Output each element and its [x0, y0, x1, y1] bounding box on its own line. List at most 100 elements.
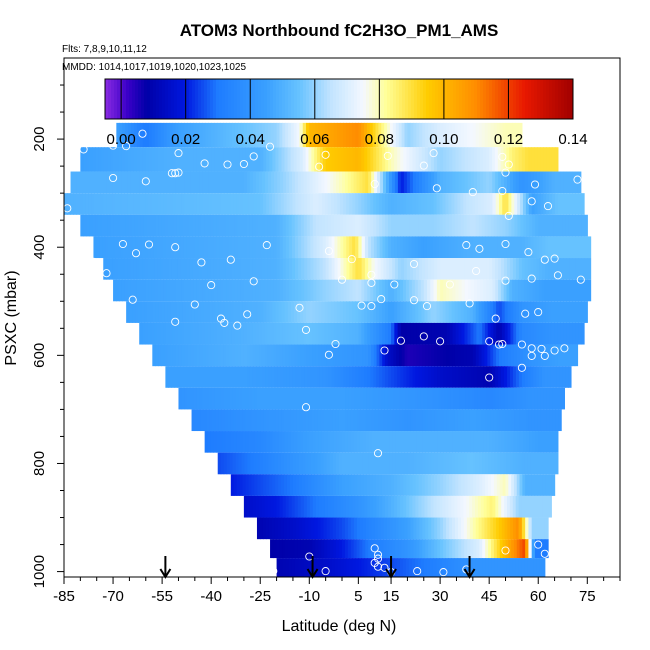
heatmap-cell-L18 — [292, 517, 297, 540]
heatmap-cell-L0 — [336, 122, 341, 148]
heatmap-cell-L7 — [402, 279, 407, 302]
observation-point — [501, 239, 510, 249]
heatmap-cell-L13 — [275, 409, 280, 432]
heatmap-cell-L1 — [512, 147, 516, 172]
heatmap-cell-L6 — [325, 258, 330, 280]
heatmap-cell-L7 — [509, 279, 513, 302]
observation-point — [501, 276, 510, 285]
heatmap-cell-L3 — [578, 193, 582, 215]
heatmap-cell-L18 — [528, 517, 533, 540]
heatmap-cell-L12 — [402, 387, 407, 410]
heatmap-cell-L0 — [309, 122, 313, 148]
heatmap-cell-L15 — [466, 452, 471, 475]
heatmap-cell-L20 — [334, 558, 339, 577]
observation-point — [324, 350, 333, 359]
heatmap-cell-L6 — [198, 258, 203, 280]
heatmap-cell-L4 — [146, 214, 151, 237]
heatmap-cell-L15 — [253, 452, 258, 475]
heatmap-cell-L13 — [546, 409, 550, 432]
heatmap-cell-L5 — [405, 236, 410, 259]
heatmap-cell-L11 — [556, 366, 560, 388]
heatmap-cell-L9 — [169, 322, 173, 345]
heatmap-cell-L18 — [484, 517, 488, 540]
heatmap-cell-L10 — [240, 344, 245, 367]
heatmap-cell-L12 — [489, 387, 493, 410]
heatmap-cell-L11 — [271, 366, 275, 388]
heatmap-cell-L5 — [463, 236, 468, 259]
heatmap-cell-L6 — [434, 258, 438, 280]
heatmap-cell-L10 — [513, 344, 518, 367]
heatmap-cell-L13 — [404, 409, 409, 432]
observation-point — [174, 149, 183, 158]
heatmap-cell-L2 — [142, 171, 146, 194]
colorbar-block — [444, 79, 448, 119]
heatmap-cell-L8 — [176, 301, 181, 323]
heatmap-cell-L13 — [266, 409, 270, 432]
observation-point — [504, 160, 513, 169]
observation-point — [468, 188, 477, 197]
heatmap-cell-L17 — [297, 495, 302, 518]
heatmap-cell-L10 — [475, 344, 480, 367]
colorbar-block — [330, 79, 334, 119]
colorbar-block — [261, 79, 265, 119]
heatmap-cell-L7 — [226, 279, 230, 302]
heatmap-cell-L1 — [239, 147, 243, 172]
heatmap-cell-L4 — [285, 214, 290, 237]
heatmap-cell-L5 — [423, 236, 428, 259]
heatmap-cell-L4 — [448, 214, 453, 237]
heatmap-cell-L6 — [222, 258, 227, 280]
heatmap-cell-L14 — [236, 431, 241, 453]
heatmap-cell-L18 — [283, 517, 288, 540]
colorbar-block — [321, 79, 325, 119]
heatmap-cell-L7 — [532, 279, 537, 302]
heatmap-cell-L7 — [319, 279, 324, 302]
heatmap-cell-L5 — [485, 236, 489, 259]
observation-point — [485, 337, 494, 346]
heatmap-cell-L2 — [289, 171, 293, 194]
heatmap-cell-L15 — [380, 452, 385, 475]
heatmap-cell-L9 — [527, 322, 532, 345]
heatmap-cell-L9 — [255, 322, 260, 345]
heatmap-cell-L1 — [376, 147, 380, 172]
heatmap-cell-L11 — [446, 366, 450, 388]
heatmap-cell-L20 — [497, 558, 502, 577]
heatmap-cell-L9 — [267, 322, 272, 345]
heatmap-cell-L11 — [252, 366, 257, 388]
heatmap-cell-L1 — [473, 147, 478, 172]
heatmap-cell-L7 — [581, 279, 586, 302]
heatmap-cell-L1 — [437, 147, 441, 172]
heatmap-cell-L17 — [327, 495, 332, 518]
colorbar-blocks — [105, 79, 574, 119]
heatmap-cell-L3 — [230, 193, 234, 215]
observation-point — [537, 344, 546, 353]
heatmap-cell-L2 — [300, 171, 305, 194]
heatmap-cell-L2 — [139, 171, 143, 194]
heatmap-cell-L15 — [386, 452, 391, 475]
heatmap-cell-L8 — [448, 301, 453, 323]
observation-point — [419, 161, 428, 170]
heatmap-cell-L10 — [560, 344, 565, 367]
heatmap-cell-L11 — [452, 366, 457, 388]
heatmap-cell-L5 — [355, 236, 359, 259]
heatmap-cell-L6 — [361, 258, 366, 280]
colorbar-frame — [104, 78, 574, 120]
heatmap-cell-L1 — [169, 147, 174, 172]
heatmap-cell-L20 — [355, 558, 359, 577]
heatmap-cell-L5 — [482, 236, 486, 259]
heatmap-cell-L0 — [339, 122, 344, 148]
heatmap-cell-L13 — [469, 409, 474, 432]
heatmap-cell-L4 — [288, 214, 293, 237]
heatmap-cell-L19 — [502, 539, 507, 559]
heatmap-cell-L11 — [237, 366, 242, 388]
heatmap-cell-L0 — [178, 122, 183, 148]
heatmap-cell-L13 — [502, 409, 506, 432]
x-tick-label: -40 — [200, 588, 222, 605]
heatmap-cell-L9 — [361, 322, 365, 345]
heatmap-cell-L4 — [581, 214, 585, 237]
heatmap-cell-L5 — [132, 236, 137, 259]
y-tick-label: 1000 — [31, 555, 48, 588]
heatmap-cell-L9 — [382, 322, 386, 345]
heatmap-cell-L0 — [229, 122, 233, 148]
colorbar-tick-labels: 0.00 0.02 0.04 0.06 0.08 0.10 0.12 0.14 — [107, 131, 588, 148]
colorbar-block — [411, 79, 415, 119]
